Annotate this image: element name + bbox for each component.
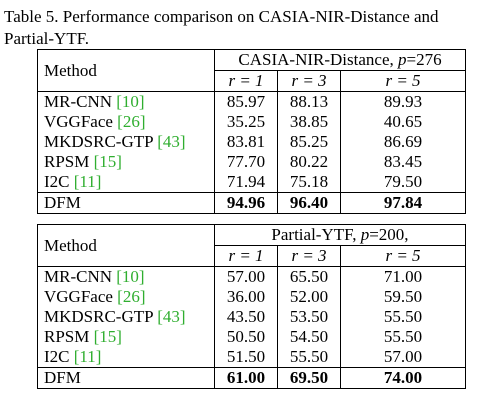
value-cell: 71.94 <box>214 172 278 193</box>
citation-link[interactable]: [11] <box>73 172 102 191</box>
method-cell: RPSM [15] <box>37 152 215 172</box>
value-cell: 96.40 <box>277 192 341 214</box>
value-cell: 80.22 <box>277 152 341 172</box>
rank-header: r = 1 <box>214 245 278 267</box>
table-row: I2C [11] 71.94 75.18 79.50 <box>37 172 466 193</box>
table-row-proposed: DFM 94.96 96.40 97.84 <box>37 192 466 214</box>
method-cell: VGGFace [26] <box>37 112 215 132</box>
method-cell: MKDSRC-GTP [43] <box>37 132 215 152</box>
value-cell: 55.50 <box>340 307 466 327</box>
value-cell: 75.18 <box>277 172 341 193</box>
dataset-header: Partial-YTF, p=200, <box>214 224 466 246</box>
rank-header: r = 3 <box>277 245 341 267</box>
value-cell: 40.65 <box>340 112 466 132</box>
results-table-casia: Method CASIA-NIR-Distance, p=276 r = 1 r… <box>37 49 466 214</box>
value-cell: 55.50 <box>277 347 341 368</box>
value-cell: 36.00 <box>214 287 278 307</box>
value-cell: 88.13 <box>277 91 341 112</box>
citation-link[interactable]: [15] <box>93 152 122 171</box>
citation-link[interactable]: [26] <box>117 287 146 306</box>
value-cell: 65.50 <box>277 266 341 287</box>
value-cell: 54.50 <box>277 327 341 347</box>
value-cell: 97.84 <box>340 192 466 214</box>
value-cell: 83.45 <box>340 152 466 172</box>
citation-link[interactable]: [43] <box>157 132 186 151</box>
table-row: MKDSRC-GTP [43] 43.50 53.50 55.50 <box>37 307 466 327</box>
value-cell: 77.70 <box>214 152 278 172</box>
value-cell: 43.50 <box>214 307 278 327</box>
table-row-proposed: DFM 61.00 69.50 74.00 <box>37 367 466 389</box>
table-row: MR-CNN [10] 57.00 65.50 71.00 <box>37 266 466 287</box>
method-cell: I2C [11] <box>37 172 215 193</box>
method-cell: VGGFace [26] <box>37 287 215 307</box>
value-cell: 53.50 <box>277 307 341 327</box>
value-cell: 85.97 <box>214 91 278 112</box>
value-cell: 86.69 <box>340 132 466 152</box>
value-cell: 57.00 <box>214 266 278 287</box>
method-cell: MKDSRC-GTP [43] <box>37 307 215 327</box>
value-cell: 59.50 <box>340 287 466 307</box>
table-row: RPSM [15] 50.50 54.50 55.50 <box>37 327 466 347</box>
value-cell: 79.50 <box>340 172 466 193</box>
method-header: Method <box>37 49 215 92</box>
value-cell: 51.50 <box>214 347 278 368</box>
table-row: VGGFace [26] 35.25 38.85 40.65 <box>37 112 466 132</box>
value-cell: 89.93 <box>340 91 466 112</box>
table-row: MR-CNN [10] 85.97 88.13 89.93 <box>37 91 466 112</box>
table-header-row: Method Partial-YTF, p=200, <box>37 224 466 267</box>
method-header: Method <box>37 224 215 267</box>
citation-link[interactable]: [43] <box>157 307 186 326</box>
value-cell: 55.50 <box>340 327 466 347</box>
table-row: I2C [11] 51.50 55.50 57.00 <box>37 347 466 368</box>
method-cell: DFM <box>37 367 215 389</box>
rank-header: r = 1 <box>214 70 278 92</box>
value-cell: 94.96 <box>214 192 278 214</box>
rank-header: r = 3 <box>277 70 341 92</box>
value-cell: 85.25 <box>277 132 341 152</box>
rank-header: r = 5 <box>340 70 466 92</box>
table-header-row: Method CASIA-NIR-Distance, p=276 <box>37 49 466 92</box>
value-cell: 71.00 <box>340 266 466 287</box>
table-caption: Table 5. Performance comparison on CASIA… <box>4 7 439 48</box>
table-row: RPSM [15] 77.70 80.22 83.45 <box>37 152 466 172</box>
value-cell: 69.50 <box>277 367 341 389</box>
value-cell: 74.00 <box>340 367 466 389</box>
table-row: MKDSRC-GTP [43] 83.81 85.25 86.69 <box>37 132 466 152</box>
results-table-ytf: Method Partial-YTF, p=200, r = 1 r = 3 r… <box>37 224 466 389</box>
value-cell: 57.00 <box>340 347 466 368</box>
rank-header-row: r = 1 r = 3 r = 5 <box>38 70 466 92</box>
citation-link[interactable]: [10] <box>116 92 145 111</box>
dataset-header: CASIA-NIR-Distance, p=276 <box>214 49 466 71</box>
table-row: VGGFace [26] 36.00 52.00 59.50 <box>37 287 466 307</box>
citation-link[interactable]: [26] <box>117 112 146 131</box>
value-cell: 38.85 <box>277 112 341 132</box>
citation-link[interactable]: [11] <box>73 347 102 366</box>
value-cell: 52.00 <box>277 287 341 307</box>
method-cell: I2C [11] <box>37 347 215 368</box>
citation-link[interactable]: [10] <box>116 267 145 286</box>
citation-link[interactable]: [15] <box>93 327 122 346</box>
rank-header-row: r = 1 r = 3 r = 5 <box>38 245 466 267</box>
value-cell: 61.00 <box>214 367 278 389</box>
rank-header: r = 5 <box>340 245 466 267</box>
method-cell: RPSM [15] <box>37 327 215 347</box>
method-cell: MR-CNN [10] <box>37 266 215 287</box>
value-cell: 83.81 <box>214 132 278 152</box>
value-cell: 35.25 <box>214 112 278 132</box>
method-cell: MR-CNN [10] <box>37 91 215 112</box>
value-cell: 50.50 <box>214 327 278 347</box>
method-cell: DFM <box>37 192 215 214</box>
